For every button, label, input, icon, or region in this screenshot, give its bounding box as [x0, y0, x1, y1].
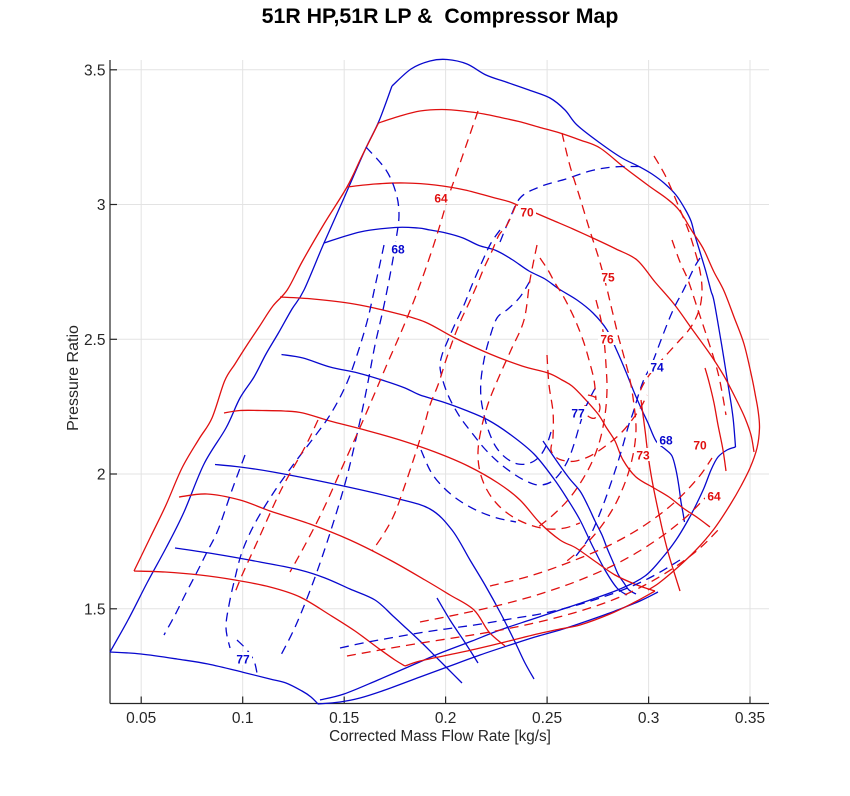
- svg-text:0.25: 0.25: [532, 710, 562, 727]
- svg-text:74: 74: [650, 361, 664, 375]
- svg-text:0.2: 0.2: [435, 710, 457, 727]
- svg-text:64: 64: [434, 192, 448, 206]
- svg-text:68: 68: [659, 434, 673, 448]
- svg-text:0.3: 0.3: [638, 710, 660, 727]
- svg-text:77: 77: [236, 653, 250, 667]
- svg-text:77: 77: [571, 407, 585, 421]
- svg-text:3: 3: [97, 197, 106, 214]
- svg-text:70: 70: [520, 206, 534, 220]
- svg-text:2.5: 2.5: [84, 332, 106, 349]
- svg-text:0.05: 0.05: [126, 710, 156, 727]
- svg-text:2: 2: [97, 467, 106, 484]
- svg-text:64: 64: [707, 490, 721, 504]
- svg-text:Pressure Ratio: Pressure Ratio: [65, 325, 82, 431]
- svg-text:Corrected Mass Flow Rate [kg/s: Corrected Mass Flow Rate [kg/s]: [329, 728, 551, 745]
- svg-text:1.5: 1.5: [84, 601, 106, 618]
- svg-text:0.15: 0.15: [329, 710, 359, 727]
- svg-text:3.5: 3.5: [84, 62, 106, 79]
- svg-text:70: 70: [693, 439, 707, 453]
- svg-text:76: 76: [600, 333, 614, 347]
- svg-text:68: 68: [391, 243, 405, 257]
- svg-text:51R HP,51R LP & Compressor Ma: 51R HP,51R LP & Compressor Map: [262, 4, 619, 28]
- svg-text:0.1: 0.1: [232, 710, 254, 727]
- svg-text:73: 73: [636, 449, 650, 463]
- svg-text:0.35: 0.35: [735, 710, 765, 727]
- svg-text:75: 75: [601, 271, 615, 285]
